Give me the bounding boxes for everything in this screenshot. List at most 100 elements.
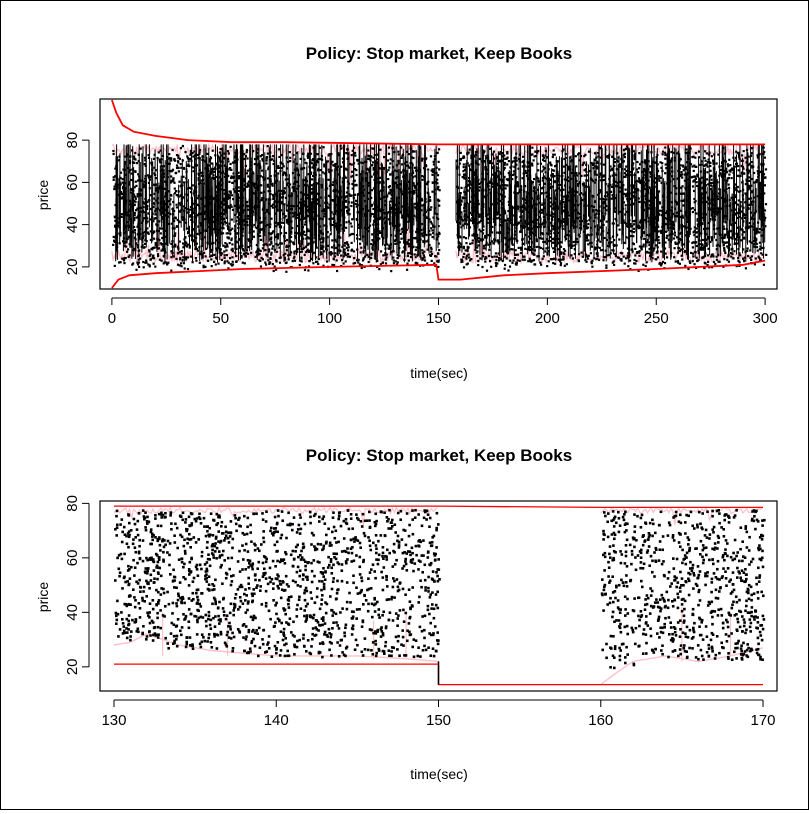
data-point [465,258,467,260]
data-point [413,150,415,152]
data-point [664,146,666,148]
data-point [172,177,174,179]
data-point [716,259,718,261]
data-point [177,157,179,159]
data-point [509,260,511,262]
data-point [135,269,137,271]
data-point [172,149,174,151]
data-point [382,254,384,256]
data-point [494,256,496,258]
data-point [712,160,714,162]
data-point [624,176,626,178]
data-point [238,190,240,192]
data-point [180,147,182,149]
data-point [327,160,329,162]
data-point [477,260,479,262]
data-point [710,179,712,181]
data-point [696,245,698,247]
data-point [637,171,639,173]
data-point [706,178,708,180]
data-point [674,247,676,249]
data-point [350,194,352,196]
data-point [272,263,274,265]
data-point [223,250,225,252]
data-point [401,216,403,218]
data-point [395,260,397,262]
data-point [666,235,668,237]
data-point [272,207,274,209]
data-point [231,264,233,266]
data-point [564,250,566,252]
data-point [484,258,486,260]
data-point [536,246,538,248]
data-point [153,238,155,240]
data-point [468,256,470,258]
data-point [646,261,648,263]
data-point [755,257,757,259]
data-point [226,243,228,245]
data-point [476,255,478,257]
data-point [247,175,249,177]
data-point [745,267,747,269]
data-point [504,268,506,270]
data-point [575,155,577,157]
data-point [184,267,186,269]
data-point [529,258,531,260]
data-point [350,222,352,224]
data-point [424,259,426,261]
data-point [159,259,161,261]
data-point [730,256,732,258]
data-point [432,168,434,170]
data-point [319,158,321,160]
data-point [158,247,160,249]
data-point [188,160,190,162]
data-point [466,263,468,265]
data-point [153,263,155,265]
data-point [347,256,349,258]
data-point [636,161,638,163]
data-point [301,257,303,259]
data-point [408,260,410,262]
data-point [662,153,664,155]
data-point [638,177,640,179]
data-point [136,162,138,164]
data-point [121,216,123,218]
data-point [171,180,173,182]
data-point [765,168,767,170]
data-point [415,249,417,251]
data-point [674,241,676,243]
data-point [114,265,116,267]
data-point [304,269,306,271]
data-point [390,158,392,160]
data-point [366,254,368,256]
data-point [371,147,373,149]
data-point [134,196,136,198]
data-point [707,254,709,256]
data-point [437,188,439,190]
data-point [415,246,417,248]
data-point [660,230,662,232]
data-point [576,175,578,177]
data-point [242,262,244,264]
data-point [323,165,325,167]
data-point [206,153,208,155]
data-point [270,236,272,238]
data-point [195,260,197,262]
data-point [267,153,269,155]
data-point [231,243,233,245]
data-point [685,148,687,150]
data-point [438,249,440,251]
data-point [227,150,229,152]
data-point [230,177,232,179]
data-point [533,159,535,161]
data-point [123,262,125,264]
data-point [177,160,179,162]
data-point [170,157,172,159]
data-point [351,218,353,220]
data-point [347,253,349,255]
data-point [308,243,310,245]
data-point [355,203,357,205]
data-point [389,191,391,193]
data-point [623,256,625,258]
